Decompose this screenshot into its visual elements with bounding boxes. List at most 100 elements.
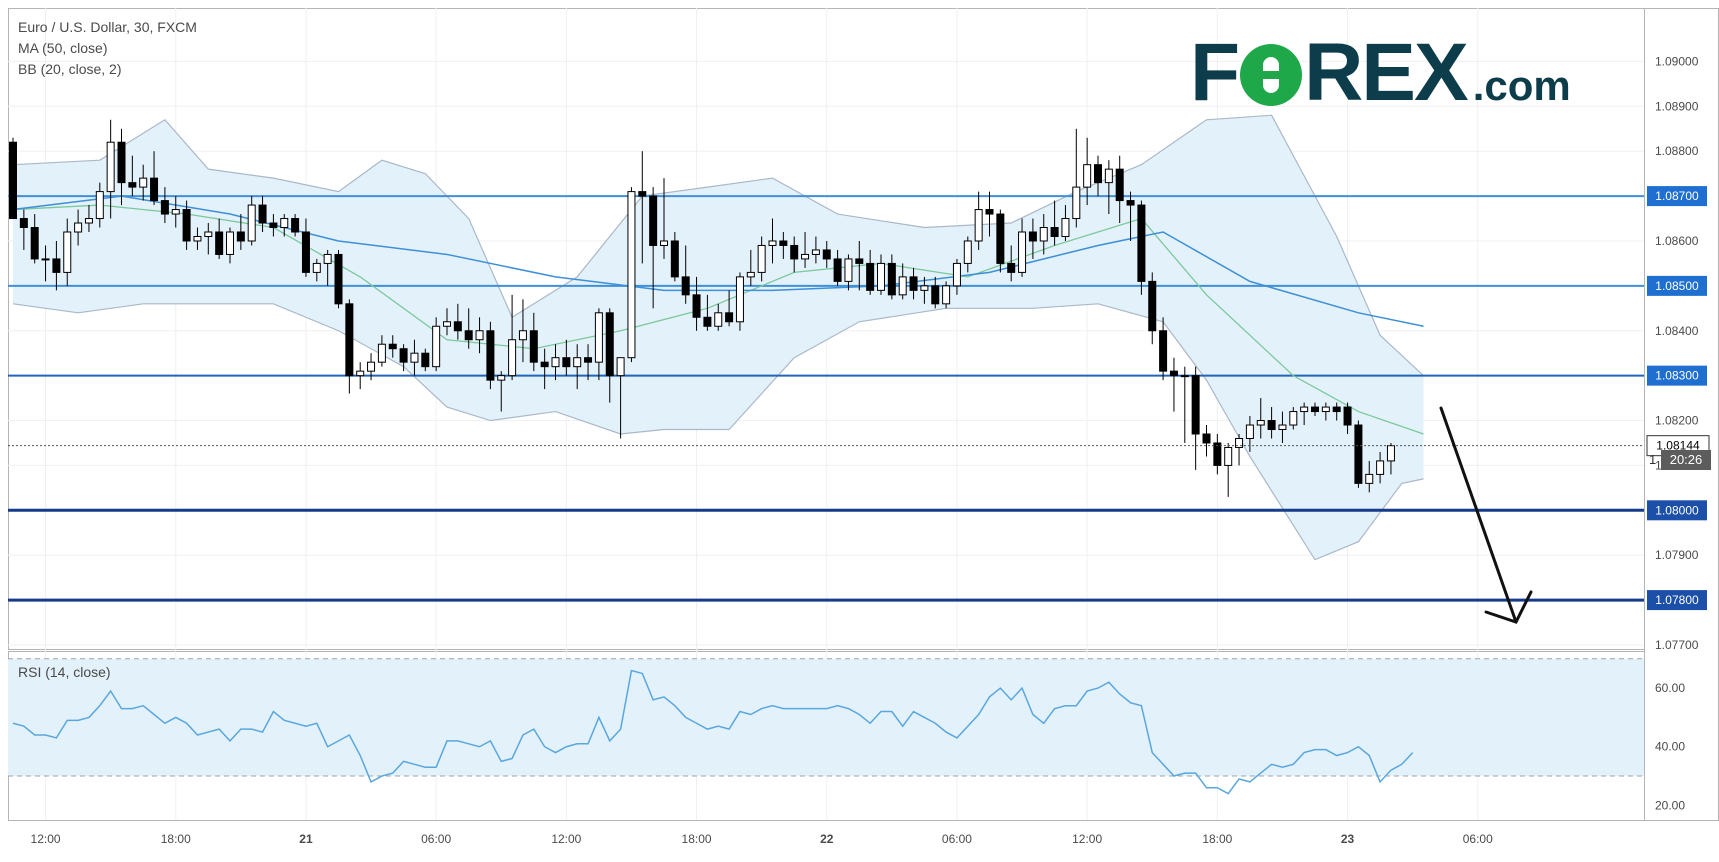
candle-body-up [247, 204, 256, 242]
candle [660, 178, 668, 259]
candle-body-down [1267, 420, 1276, 431]
candle [1094, 155, 1102, 197]
candle [649, 187, 658, 309]
candle-body-up [1376, 460, 1385, 475]
candle [475, 317, 484, 354]
candle [670, 232, 679, 282]
candle [703, 294, 712, 331]
candle-body-up [475, 330, 484, 341]
candle [1376, 451, 1385, 484]
candle-body-up [942, 285, 951, 305]
candle-body-up [627, 191, 636, 359]
candle [258, 196, 267, 232]
price-tick-label: 1.08600 [1655, 234, 1699, 248]
candle [746, 249, 755, 286]
candle-body-down [996, 213, 1005, 264]
time-tick-label: 22 [820, 832, 834, 846]
candle-body-down [453, 321, 462, 332]
candle [1235, 434, 1244, 466]
candle-body-up [106, 141, 115, 193]
forex-logo: F REX .com [1190, 27, 1571, 118]
candle [1115, 155, 1124, 224]
candle-body-down [1126, 200, 1135, 206]
price-tick-label: 1.07700 [1655, 638, 1699, 652]
candle [985, 191, 994, 237]
candle-body-up [920, 285, 929, 291]
candle [1300, 402, 1309, 426]
candle-body-down [258, 204, 267, 224]
candle-body-down [1191, 375, 1200, 435]
candle-body-down [1028, 231, 1037, 242]
candle [291, 214, 300, 237]
candle [1386, 442, 1395, 475]
candle [562, 339, 571, 376]
price-tick-label: 1.08800 [1655, 144, 1699, 158]
rsi-pane [8, 658, 1644, 795]
candle [1256, 398, 1265, 439]
candle [844, 254, 853, 291]
candle [312, 258, 321, 282]
candle-body-down [670, 240, 679, 278]
candle-body-up [377, 343, 386, 363]
candle-body-up [1072, 186, 1081, 220]
candle [1343, 402, 1352, 434]
candle-body-down [703, 316, 712, 327]
candle [1039, 214, 1048, 255]
candle-body-down [605, 312, 614, 377]
candle [171, 196, 180, 228]
candle [52, 240, 61, 291]
candle [877, 254, 885, 295]
candle [139, 164, 148, 201]
candle [1169, 357, 1178, 412]
candle [1213, 434, 1222, 475]
candle [1289, 407, 1298, 430]
candle [182, 200, 191, 250]
candle [681, 245, 690, 304]
candle-body-up [226, 231, 234, 255]
candle-body-up [1083, 164, 1092, 188]
ma-legend: MA (50, close) [18, 40, 108, 56]
candle-body-down [236, 231, 245, 242]
candle [497, 371, 506, 412]
candle [377, 335, 386, 367]
candle-body-up [410, 352, 419, 363]
candle [367, 353, 376, 381]
candle-body-down [182, 209, 191, 242]
candle [41, 245, 50, 282]
candle [1072, 128, 1081, 228]
candle-body-down [160, 200, 169, 215]
candle-body-up [877, 262, 885, 291]
candle-body-up [963, 240, 972, 264]
price-tick-label: 1.09000 [1655, 54, 1699, 68]
candle [725, 290, 734, 327]
candle [269, 214, 278, 237]
candle-body-up [801, 253, 810, 260]
candle [215, 218, 224, 259]
level-label-bg [1647, 590, 1707, 611]
candle-body-down [779, 240, 788, 246]
candle [1321, 402, 1330, 421]
candle-body-down [117, 141, 126, 184]
bb-upper-line [12, 114, 1424, 377]
candle [1365, 460, 1374, 493]
candle-body-up [193, 235, 202, 242]
candle [1083, 137, 1092, 206]
time-tick-label: 06:00 [1463, 832, 1493, 846]
candle-body-up [1180, 375, 1189, 378]
bb-lower-line [12, 303, 1424, 561]
time-tick-label: 12:00 [551, 832, 581, 846]
candle-body-down [1169, 370, 1178, 377]
candle [974, 191, 983, 250]
candle-body-down [345, 303, 354, 377]
price-tick-label: 1.08200 [1655, 414, 1699, 428]
candle [1278, 411, 1287, 443]
candle-body-up [95, 191, 104, 220]
level-label: 1.07800 [1655, 593, 1699, 607]
candle [356, 362, 365, 390]
candle-body-up [616, 357, 625, 377]
candle-body-up [952, 262, 961, 287]
last-price-label: 1.08144 [1656, 439, 1700, 453]
candle-body-down [464, 330, 473, 341]
candle [942, 281, 951, 309]
